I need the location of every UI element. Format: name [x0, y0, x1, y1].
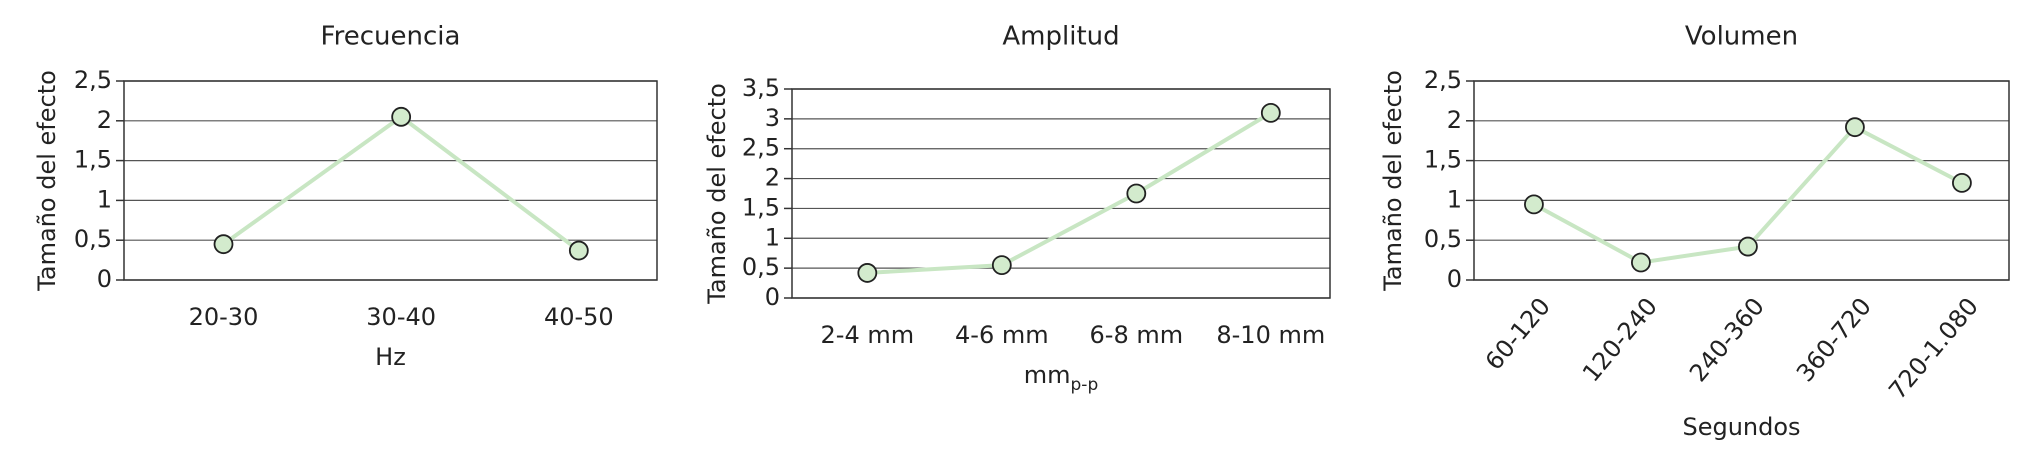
plot-frame [1473, 80, 2010, 281]
x-tick-label: 30-40 [366, 303, 436, 331]
y-tick-label: 1,5 [74, 146, 112, 174]
y-tick-label: 1 [765, 223, 780, 251]
x-tick-label: 60-120 [1480, 292, 1556, 375]
y-tick-label: 2,5 [74, 66, 112, 94]
x-tick-label: 720-1.080 [1883, 292, 1984, 404]
y-tick-label: 0,5 [1424, 225, 1462, 253]
x-tick-label: 20-30 [189, 303, 259, 331]
x-tick-label: 6-8 mm [1090, 321, 1184, 349]
x-tick-label: 2-4 mm [821, 321, 915, 349]
y-tick-label: 2 [1447, 106, 1462, 134]
x-tick-label: 8-10 mm [1216, 321, 1325, 349]
y-tick-label: 1 [97, 185, 112, 213]
y-axis-label: Tamaño del efecto [703, 83, 731, 305]
x-axis-label: mmp-p [1024, 361, 1098, 395]
data-point [1845, 117, 1865, 138]
y-tick-label: 2,5 [742, 134, 780, 162]
data-point [1631, 252, 1651, 273]
y-tick-label: 3,5 [742, 74, 780, 102]
chart-title: Amplitud [1002, 22, 1119, 52]
y-tick-label: 2 [765, 164, 780, 192]
data-point [991, 255, 1012, 276]
y-tick-label: 0,5 [74, 225, 112, 253]
x-tick-label: 360-720 [1791, 292, 1877, 387]
data-point [391, 106, 412, 127]
x-axis-label: Hz [375, 343, 406, 371]
y-tick-label: 3 [765, 104, 780, 132]
x-axis-label-sub: p-p [1071, 375, 1099, 395]
chart-title: Volumen [1685, 22, 1798, 52]
y-tick-label: 2,5 [1424, 66, 1462, 94]
x-axis-label-base: mm [1024, 361, 1071, 389]
y-tick-label: 1,5 [742, 193, 780, 221]
data-point [1260, 102, 1281, 123]
y-tick-label: 2 [97, 106, 112, 134]
y-tick-label: 0,5 [742, 253, 780, 281]
x-tick-label: 120-240 [1577, 292, 1663, 387]
data-point [857, 263, 878, 283]
y-axis-label: Tamaño del efecto [1379, 70, 1407, 292]
data-point [568, 240, 589, 261]
y-tick-label: 0 [765, 283, 780, 311]
data-line [222, 114, 581, 253]
x-tick-label: 4-6 mm [955, 321, 1049, 349]
x-tick-label: 240-360 [1684, 292, 1770, 387]
data-point [1524, 194, 1544, 215]
y-tick-label: 0 [97, 265, 112, 293]
y-tick-label: 1 [1447, 185, 1462, 213]
plot-frame [123, 80, 658, 281]
data-point [213, 234, 234, 255]
x-tick-label: 40-50 [544, 303, 614, 331]
y-axis-label: Tamaño del efecto [33, 70, 61, 292]
y-tick-label: 0 [1447, 265, 1462, 293]
x-axis-label: Segundos [1682, 413, 1800, 441]
data-line [867, 111, 1272, 275]
data-point [1126, 183, 1147, 204]
data-point [1738, 236, 1758, 257]
plot-frame [791, 88, 1331, 299]
y-tick-label: 1,5 [1424, 146, 1462, 174]
data-point [1952, 172, 1972, 193]
chart-title: Frecuencia [321, 22, 461, 52]
